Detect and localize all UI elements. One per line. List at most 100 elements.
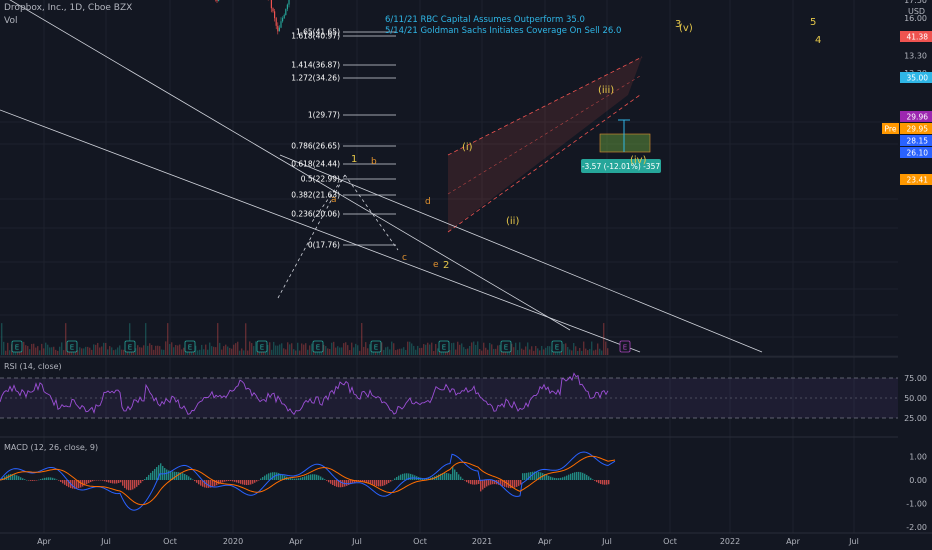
macd-histogram-bar [284,475,286,480]
macd-histogram-bar [550,476,552,480]
volume-bar [123,349,125,355]
macd-histogram-bar [110,480,112,484]
macd-histogram-bar [438,474,440,480]
macd-histogram-bar [412,474,414,480]
volume-bar [369,344,371,355]
macd-histogram-bar [254,480,256,483]
volume-bar [213,346,215,355]
macd-histogram-bar [282,474,284,480]
macd-histogram-bar [368,480,370,484]
macd-histogram-bar [514,480,516,488]
trend-lines[interactable] [0,0,763,353]
price-tick-label: 16.00 [904,14,927,23]
macd-histogram-bar [544,473,546,480]
macd-histogram-bar [200,480,202,486]
volume-bar [491,344,493,355]
macd-histogram-bar [194,480,196,482]
volume-bar [119,345,121,355]
volume-bar [415,349,417,355]
macd-histogram-bar [596,480,598,483]
price-axis[interactable]: 12.2013.3014.5016.0017.5019.5021.5041.38… [882,0,932,185]
time-tick-label: 2021 [472,537,492,546]
wave-label-2: 2 [443,260,449,271]
macd-histogram-bar [500,480,502,486]
volume-bar [91,349,93,355]
macd-histogram-bar [228,480,230,482]
fib-level-label: 1(29.77) [308,111,340,120]
macd-histogram-bar [302,476,304,480]
earnings-marker [66,340,78,353]
macd-histogram-bar [256,480,258,482]
earnings-marker [619,340,631,353]
macd-histogram-bar [502,480,504,487]
time-tick-label: Jul [100,537,111,546]
volume-bar [357,345,359,355]
volume-bar [483,342,485,355]
macd-histogram-bar [320,476,322,480]
volume-bar [251,343,253,355]
macd-histogram-bar [294,478,296,480]
volume-bar [455,349,457,355]
volume-bar [273,341,275,355]
volume-bar [43,348,45,355]
macd-histogram-bar [296,478,298,480]
macd-histogram-bar [330,480,332,484]
macd-histogram-bar [170,471,172,480]
macd-histogram-bar [264,475,266,480]
earnings-marker-label: E [504,344,508,352]
macd-histogram-bar [526,472,528,480]
volume-bar [211,346,213,355]
volume-bar [81,348,83,355]
symbol-title[interactable]: Dropbox, Inc., 1D, Cboe BZX [4,3,133,13]
macd-histogram-bar [50,477,52,480]
pre-market-tag [882,123,899,134]
macd-histogram-bar [190,477,192,480]
rsi-tick-label: 50.00 [904,394,927,403]
macd-histogram-bar [316,474,318,480]
macd-histogram-bar [462,478,464,480]
volume-bar [93,344,95,355]
volume-bar [229,347,231,355]
volume-bar [551,349,553,355]
macd-histogram-bar [104,480,106,482]
macd-histogram-bar [470,480,472,485]
price-tag-label: 35.00 [907,74,929,83]
volume-bar [199,349,201,355]
volume-bar [597,343,599,355]
volume-bar [423,344,425,355]
volume-bar [33,343,35,355]
macd-histogram-bar [318,475,320,480]
macd-histogram-bar [292,478,294,480]
volume-bar [327,348,329,355]
price-tag [900,123,932,134]
measure-label: -3.57 (-12.01%) -357 [582,162,661,171]
wave-label-3: 3 [675,19,681,30]
measure-tool[interactable]: -3.57 (-12.01%) -357 [581,119,661,173]
macd-histogram-bar [212,480,214,487]
volume-bar [527,342,529,355]
fib-level-label: 1.272(34.26) [291,74,340,83]
volume-bar [115,349,117,355]
volume-bar [15,350,17,355]
macd-histogram-bar [570,473,572,480]
time-axis[interactable]: Apr Jul Oct 2020 Apr Jul Oct 2021 Apr Jul Oct 2022 A… [0,532,932,546]
volume-bar [583,341,585,355]
volume-bar [219,342,221,355]
volume-bar [3,341,5,355]
fib-retracement[interactable]: 1.65(41.65)1.618(40.97) 1.414(36.87) 1.272… [291,28,396,250]
volume-bar [353,347,355,355]
volume-bar [403,347,405,355]
volume-bar [407,341,409,355]
volume-bar [297,342,299,355]
macd-histogram-bar [52,477,54,480]
macd-histogram-bar [352,480,354,484]
rising-channel[interactable] [447,56,643,233]
volume-bar [331,342,333,355]
macd-histogram-bar [154,468,156,480]
macd-histogram-bar [548,475,550,480]
volume-bar [539,350,541,355]
volume-bar [547,346,549,355]
volume-bar [383,349,385,355]
